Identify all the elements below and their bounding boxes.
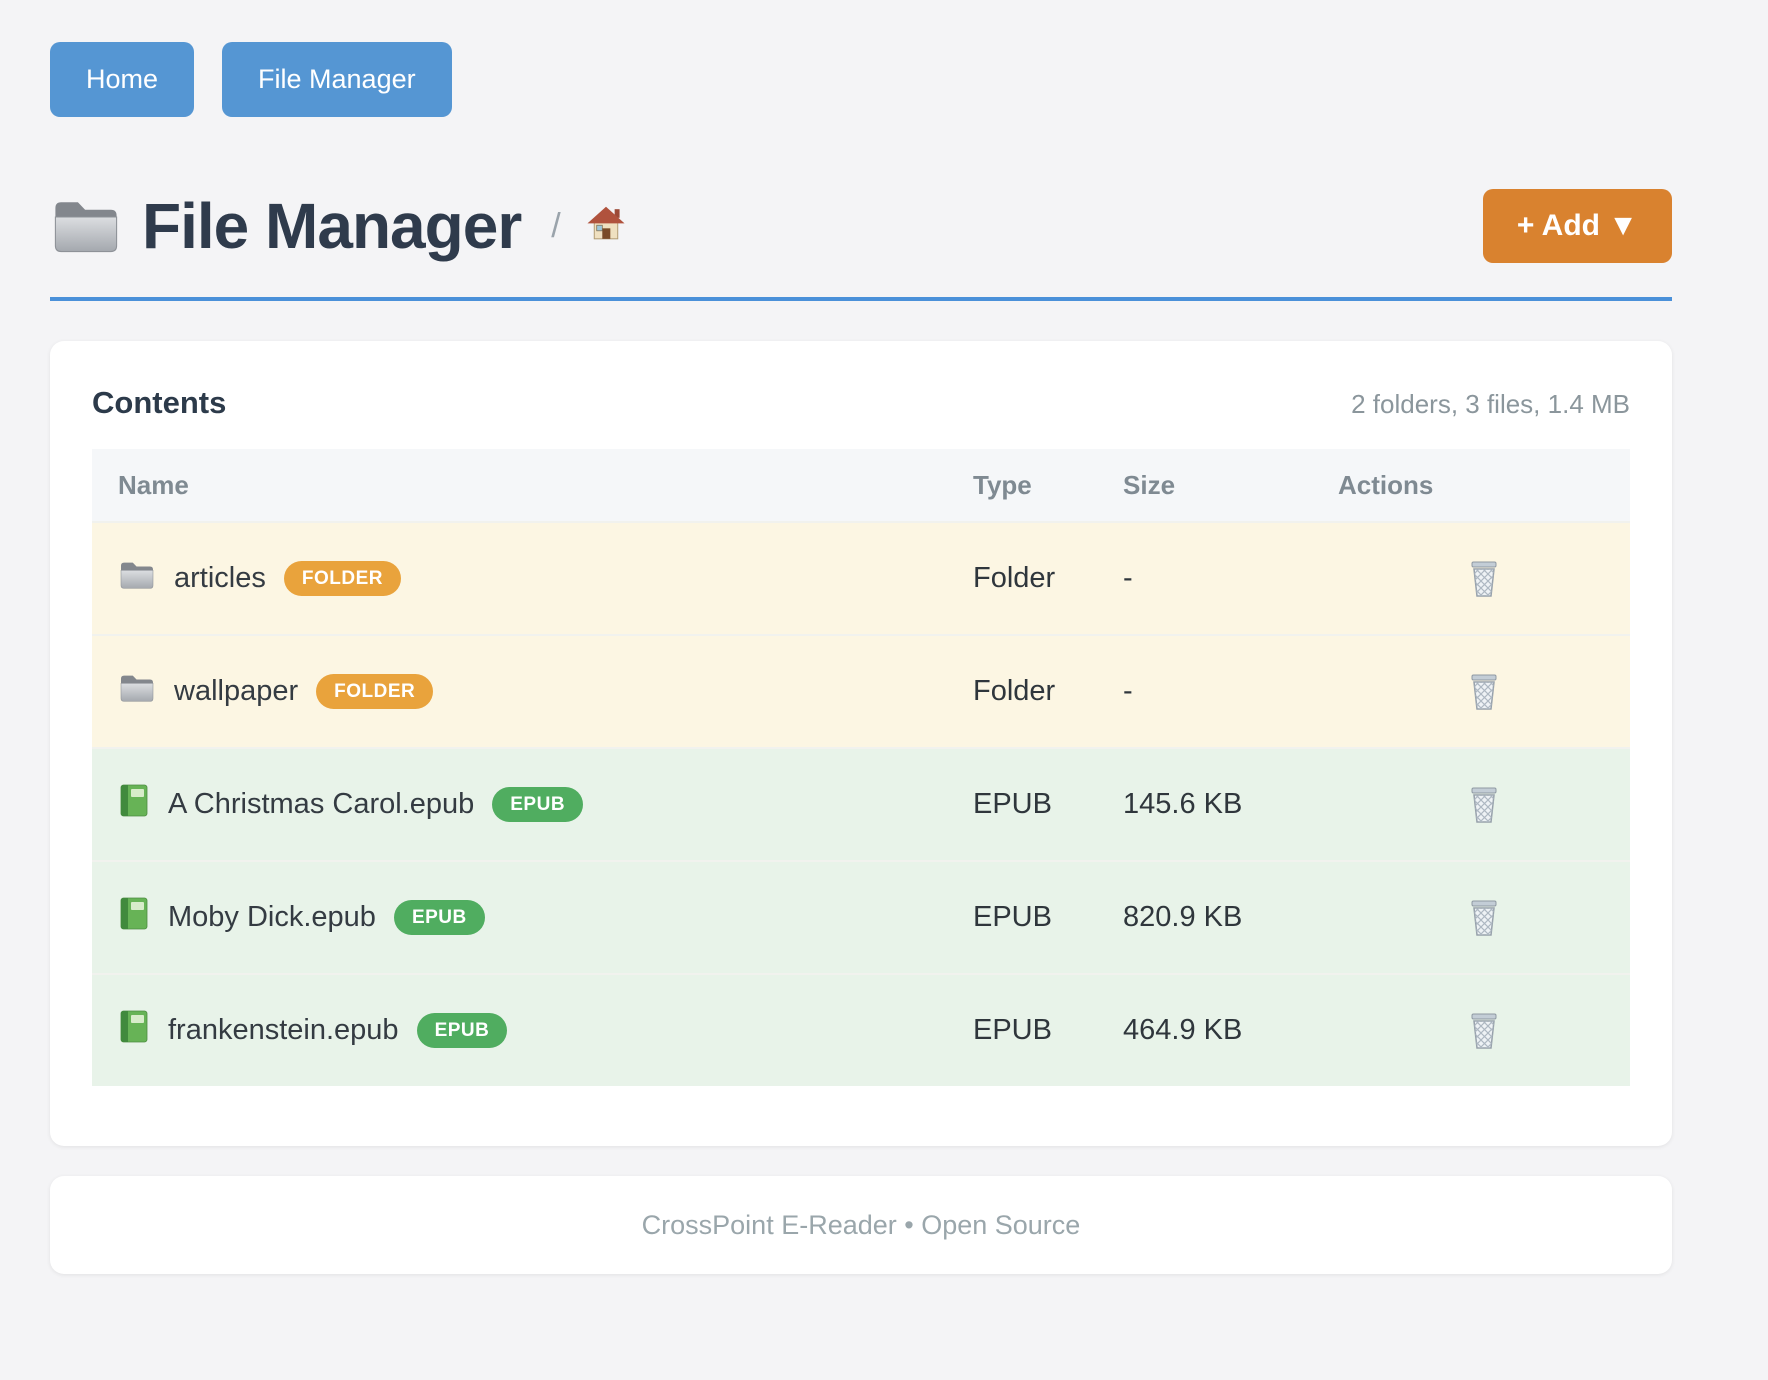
file-name-link[interactable]: A Christmas Carol.epub (168, 788, 475, 820)
nav-button-home[interactable]: Home (50, 42, 195, 117)
page-header: File Manager / + Add ▼ (50, 189, 1672, 263)
footer-text: CrossPoint E-Reader • Open Source (641, 1209, 1081, 1240)
table-header-row: Name Type Size Actions (92, 449, 1630, 521)
nav-button-file-manager[interactable]: File Manager (222, 42, 452, 117)
page-container: Home File Manager File Manager / (50, 0, 1672, 1274)
breadcrumb-separator: / (551, 206, 561, 245)
size-cell: 145.6 KB (1123, 788, 1243, 820)
type-cell: EPUB (973, 788, 1052, 820)
column-header-actions: Actions (1338, 469, 1434, 500)
trash-icon (1467, 560, 1501, 598)
type-cell: EPUB (973, 901, 1052, 933)
epub-badge: EPUB (393, 900, 485, 935)
trash-icon (1467, 673, 1501, 711)
file-name-link[interactable]: Moby Dick.epub (168, 901, 376, 933)
home-icon (585, 204, 627, 249)
delete-button[interactable] (1463, 669, 1505, 715)
table-row[interactable]: wallpaper FOLDER Folder - (92, 634, 1630, 747)
folder-badge: FOLDER (283, 561, 401, 596)
trash-icon (1467, 899, 1501, 937)
contents-summary: 2 folders, 3 files, 1.4 MB (1351, 389, 1630, 419)
size-cell: 464.9 KB (1123, 1014, 1243, 1046)
add-button[interactable]: + Add ▼ (1482, 189, 1672, 263)
contents-heading: Contents (92, 385, 227, 420)
folder-badge: FOLDER (316, 674, 434, 709)
file-table: Name Type Size Actions articles FOLDER (92, 449, 1630, 1086)
type-cell: Folder (973, 562, 1056, 594)
file-name-link[interactable]: frankenstein.epub (168, 1014, 399, 1046)
size-cell: 820.9 KB (1123, 901, 1243, 933)
table-row[interactable]: articles FOLDER Folder - (92, 521, 1630, 634)
epub-badge: EPUB (416, 1013, 508, 1048)
size-cell: - (1123, 675, 1133, 707)
delete-button[interactable] (1463, 1008, 1505, 1054)
breadcrumb-home[interactable] (585, 204, 627, 249)
delete-button[interactable] (1463, 782, 1505, 828)
title-divider (50, 297, 1672, 301)
contents-card: Contents 2 folders, 3 files, 1.4 MB Name… (50, 341, 1672, 1146)
delete-button[interactable] (1463, 895, 1505, 941)
column-header-type: Type (973, 469, 1032, 500)
epub-badge: EPUB (492, 787, 584, 822)
file-name-link[interactable]: wallpaper (174, 675, 299, 707)
book-icon (118, 896, 150, 940)
type-cell: Folder (973, 675, 1056, 707)
table-row[interactable]: Moby Dick.epub EPUB EPUB 820.9 KB (92, 860, 1630, 973)
page-title: File Manager (142, 190, 522, 262)
book-icon (118, 783, 150, 827)
column-header-size: Size (1123, 469, 1176, 500)
table-row[interactable]: A Christmas Carol.epub EPUB EPUB 145.6 K… (92, 747, 1630, 860)
trash-icon (1467, 786, 1501, 824)
trash-icon (1467, 1012, 1501, 1050)
top-nav: Home File Manager (50, 42, 1672, 117)
table-row[interactable]: frankenstein.epub EPUB EPUB 464.9 KB (92, 973, 1630, 1086)
folder-icon (118, 559, 156, 599)
folder-open-icon (50, 195, 122, 257)
footer-card: CrossPoint E-Reader • Open Source (50, 1176, 1672, 1274)
type-cell: EPUB (973, 1014, 1052, 1046)
delete-button[interactable] (1463, 556, 1505, 602)
file-name-link[interactable]: articles (174, 562, 266, 594)
size-cell: - (1123, 562, 1133, 594)
book-icon (118, 1009, 150, 1053)
column-header-name: Name (118, 469, 189, 500)
folder-icon (118, 672, 156, 712)
